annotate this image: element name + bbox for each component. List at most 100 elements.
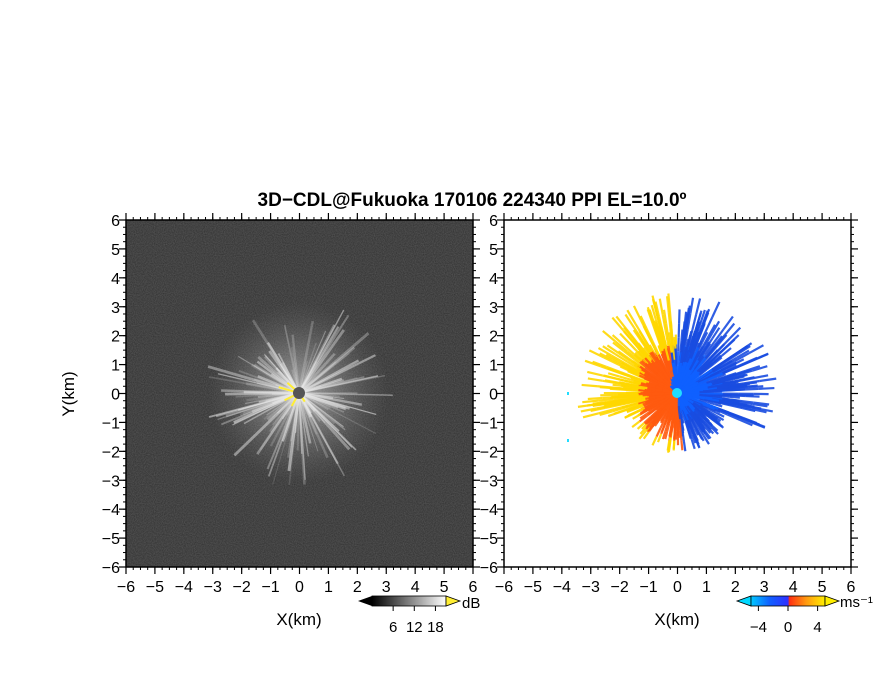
velocity-ray-segment — [704, 341, 716, 356]
velocity-ray-segment — [637, 350, 646, 359]
velocity-ray-segment — [659, 403, 665, 409]
velocity-ray-segment — [680, 329, 684, 341]
velocity-ray-segment — [699, 413, 708, 421]
velocity-ray-segment — [651, 371, 666, 384]
velocity-ray-segment — [620, 371, 636, 379]
velocity-ray-segment — [647, 384, 656, 389]
velocity-ray-segment — [661, 431, 667, 440]
velocity-ray-segment — [614, 340, 629, 353]
snr-ray — [297, 392, 351, 451]
velocity-ray-segment — [644, 417, 652, 425]
velocity-ray-segment — [686, 413, 693, 422]
velocity-ray-segment — [606, 399, 621, 404]
velocity-ray-segment — [633, 380, 642, 385]
velocity-ray-segment — [697, 426, 705, 437]
snr-ray — [298, 392, 353, 448]
velocity-ray-segment — [602, 330, 616, 343]
velocity-ray-segment — [739, 418, 753, 427]
velocity-x-tick-label: 1 — [702, 579, 711, 596]
snr-ray — [239, 391, 300, 417]
velocity-y-tick-label: 5 — [489, 242, 498, 259]
velocity-ray-segment — [706, 378, 717, 385]
velocity-y-tick-label: 0 — [489, 387, 498, 404]
velocity-ray-segment — [690, 397, 705, 405]
velocity-ray-segment — [691, 434, 697, 444]
velocity-ray-segment — [673, 400, 677, 408]
velocity-y-tick-label: −5 — [480, 531, 498, 548]
velocity-ray-segment — [637, 368, 646, 375]
snr-ray — [256, 392, 301, 455]
velocity-ray-segment — [632, 360, 641, 368]
velocity-ray-segment — [683, 351, 688, 363]
velocity-ray-segment — [655, 386, 663, 391]
velocity-ray-segment — [693, 353, 700, 363]
velocity-ray-segment — [723, 353, 736, 364]
velocity-ray-segment — [703, 419, 713, 428]
velocity-ray-segment — [707, 324, 716, 337]
snr-ray — [298, 324, 336, 394]
snr-ray — [258, 392, 300, 403]
velocity-ray-segment — [626, 407, 636, 414]
velocity-ray-segment — [602, 345, 616, 355]
velocity-ray-segment — [671, 343, 676, 360]
velocity-ray-segment — [734, 352, 750, 363]
velocity-colorbar-unit: ms⁻¹ — [840, 594, 873, 611]
velocity-ray-segment — [678, 414, 682, 420]
velocity-ray-segment — [642, 341, 652, 354]
velocity-ray-segment — [655, 427, 662, 438]
velocity-ray-segment — [667, 332, 672, 343]
velocity-ray-segment — [703, 356, 712, 366]
velocity-ray-segment — [680, 377, 687, 386]
velocity-ray-segment — [673, 431, 676, 441]
figure-title: 3D−CDL@Fukuoka 170106 224340 PPI EL=10.0… — [258, 190, 687, 211]
snr-y-tick-label: −3 — [102, 473, 120, 490]
velocity-ray-segment — [699, 398, 708, 403]
velocity-ray-segment — [646, 370, 656, 378]
velocity-ray-segment — [687, 404, 695, 413]
velocity-x-tick-label: −3 — [582, 579, 600, 596]
velocity-y-tick-label: −2 — [480, 444, 498, 461]
velocity-ray-segment — [659, 327, 666, 345]
velocity-ray-segment — [706, 362, 715, 371]
velocity-ray-segment — [704, 345, 717, 359]
velocity-ray-segment — [700, 382, 713, 388]
velocity-y-tick-label: 2 — [489, 329, 498, 346]
velocity-ray-segment — [649, 412, 657, 420]
velocity-ray-segment — [698, 355, 705, 364]
velocity-ray-segment — [706, 399, 715, 403]
velocity-ray-segment — [707, 372, 724, 381]
velocity-colorbar-ticks: −4 0 4 — [750, 606, 822, 636]
snr-x-tick-label: 3 — [382, 579, 391, 596]
snr-ray — [277, 353, 300, 394]
velocity-ray-segment — [704, 374, 713, 381]
snr-ray — [298, 392, 346, 431]
velocity-ray-segment — [664, 395, 672, 401]
velocity-ray-segment — [636, 406, 646, 413]
snr-ray — [233, 391, 300, 457]
snr-ray — [298, 375, 379, 394]
snr-y-tick-label: −2 — [102, 444, 120, 461]
velocity-ray-segment — [741, 387, 759, 391]
velocity-ray-segment — [684, 351, 691, 363]
velocity-ray-segment — [705, 410, 714, 418]
snr-x-tick-label: −5 — [146, 579, 164, 596]
velocity-ray-segment — [651, 420, 658, 427]
velocity-ray-segment — [701, 402, 716, 411]
velocity-ray-segment — [632, 413, 641, 420]
velocity-ray-segment — [630, 403, 643, 410]
velocity-ray-segment — [625, 394, 635, 398]
snr-ray — [298, 326, 340, 394]
velocity-ray-segment — [655, 393, 667, 399]
velocity-ray-segment — [695, 321, 701, 334]
velocity-ray-segment — [699, 309, 706, 325]
velocity-ray-segment — [669, 395, 675, 400]
velocity-ray-segment — [587, 396, 603, 401]
velocity-ray-segment — [714, 403, 723, 408]
velocity-ray-segment — [619, 407, 632, 414]
velocity-ray-segment — [615, 315, 628, 330]
velocity-ray-segment — [704, 430, 712, 440]
velocity-ray-segment — [666, 423, 671, 432]
snr-y-tick-label: 6 — [111, 213, 120, 230]
velocity-ray-segment — [682, 377, 692, 387]
velocity-ray-segment — [615, 377, 629, 383]
